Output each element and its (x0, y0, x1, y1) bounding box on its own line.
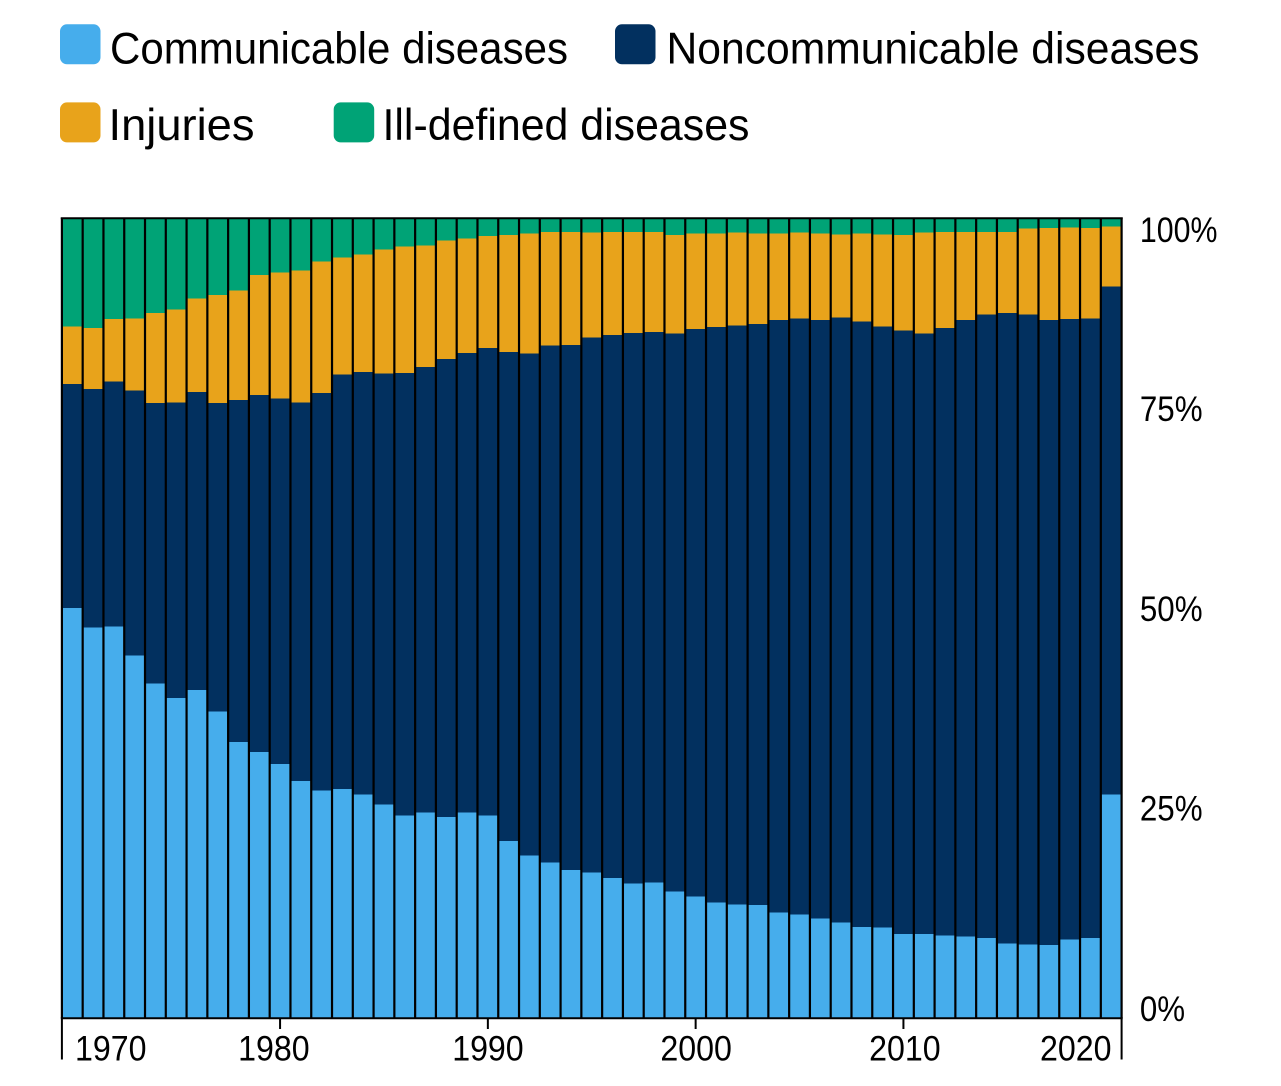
svg-text:Communicable diseases: Communicable diseases (110, 24, 568, 73)
svg-text:100%: 100% (1140, 211, 1218, 250)
svg-text:75%: 75% (1140, 390, 1203, 429)
svg-text:2010: 2010 (869, 1029, 941, 1068)
svg-text:1970: 1970 (75, 1029, 147, 1068)
svg-text:1990: 1990 (452, 1029, 524, 1068)
svg-text:Ill-defined diseases: Ill-defined diseases (383, 101, 750, 150)
svg-text:Noncommunicable diseases: Noncommunicable diseases (667, 24, 1200, 73)
svg-text:Injuries: Injuries (109, 101, 255, 150)
svg-text:2020: 2020 (1040, 1029, 1112, 1068)
svg-text:2000: 2000 (660, 1029, 732, 1068)
svg-text:1980: 1980 (238, 1029, 310, 1068)
svg-text:25%: 25% (1140, 790, 1203, 829)
svg-text:0%: 0% (1140, 990, 1185, 1029)
svg-text:50%: 50% (1140, 590, 1203, 629)
